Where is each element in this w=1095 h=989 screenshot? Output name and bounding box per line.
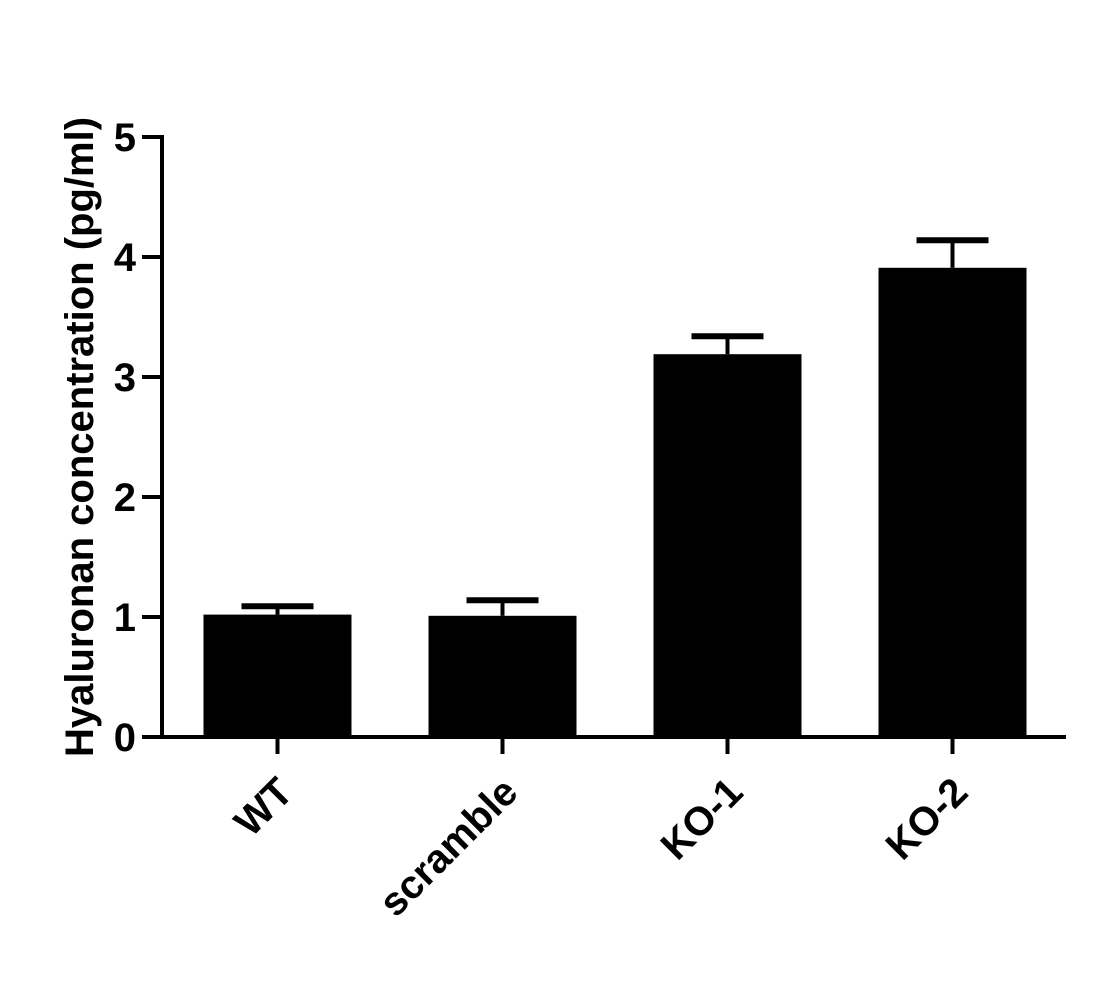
axes-layer	[160, 135, 1066, 739]
y-tick-label: 4	[114, 236, 137, 280]
error-bars-layer	[241, 237, 989, 616]
x-tick-label: scramble	[371, 770, 526, 925]
y-tick-label: 0	[114, 716, 136, 760]
y-tick-label: 1	[114, 596, 136, 640]
bar-ko-1	[653, 354, 802, 737]
bars-layer	[203, 267, 1027, 737]
x-ticks-layer: WT scramble KO-1 KO-2	[226, 737, 976, 925]
bar-wt	[203, 614, 352, 737]
bar-scramble	[428, 615, 577, 737]
x-tick-label: KO-2	[878, 770, 977, 869]
y-tick-label: 2	[114, 476, 136, 520]
y-axis-label: Hyaluronan concentration (pg/ml)	[58, 117, 102, 757]
y-ticks-layer: 0 1 2 3 4 5	[114, 116, 162, 760]
x-tick-label: KO-1	[653, 770, 752, 869]
x-tick-label: WT	[226, 770, 301, 845]
y-tick-label: 5	[114, 116, 136, 160]
y-tick-label: 3	[114, 356, 136, 400]
bar-ko-2	[878, 267, 1027, 737]
